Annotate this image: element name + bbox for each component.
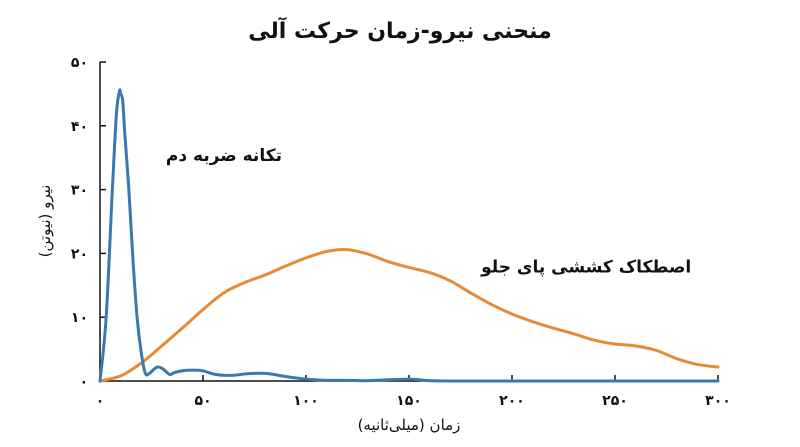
x-tick-label: ۱۵۰ [396,393,422,409]
series-annotation: اصطکاک کششی پای جلو [480,258,691,278]
series-annotation: تکانه ضربه دم [166,146,282,166]
y-tick-label: ۲۰ [71,246,88,262]
y-tick-label: ۰ [79,374,88,390]
x-axis-label: زمان (میلی‌ثانیه) [358,416,461,434]
series-line [98,88,720,383]
y-tick-label: ۵۰ [71,55,88,71]
chart-title: منحنی نیرو-زمان حرکت آلی [248,16,551,44]
x-tick-label: ۲۰۰ [499,393,525,409]
x-tick-label: ۱۰۰ [293,393,319,409]
x-tick-label: ۳۰۰ [705,393,731,409]
y-tick-label: ۴۰ [71,119,88,135]
y-ticks: ۰ ۱۰ ۲۰ ۳۰ ۴۰ ۵۰ [71,55,106,390]
y-axis-label: نیرو (نیوتن) [36,185,54,258]
annotations: تکانه ضربه دم اصطکاک کششی پای جلو [166,146,691,278]
y-tick-label: ۱۰ [71,310,88,326]
x-ticks: ۰ ۵۰ ۱۰۰ ۱۵۰ ۲۰۰ ۲۵۰ ۳۰۰ [96,375,731,409]
series-layer [98,88,720,383]
y-tick-label: ۳۰ [71,183,88,199]
x-tick-label: ۲۵۰ [602,393,628,409]
axes [99,62,718,382]
series-line [98,247,720,383]
x-tick-label: ۰ [96,393,105,409]
x-tick-label: ۵۰ [194,393,211,409]
